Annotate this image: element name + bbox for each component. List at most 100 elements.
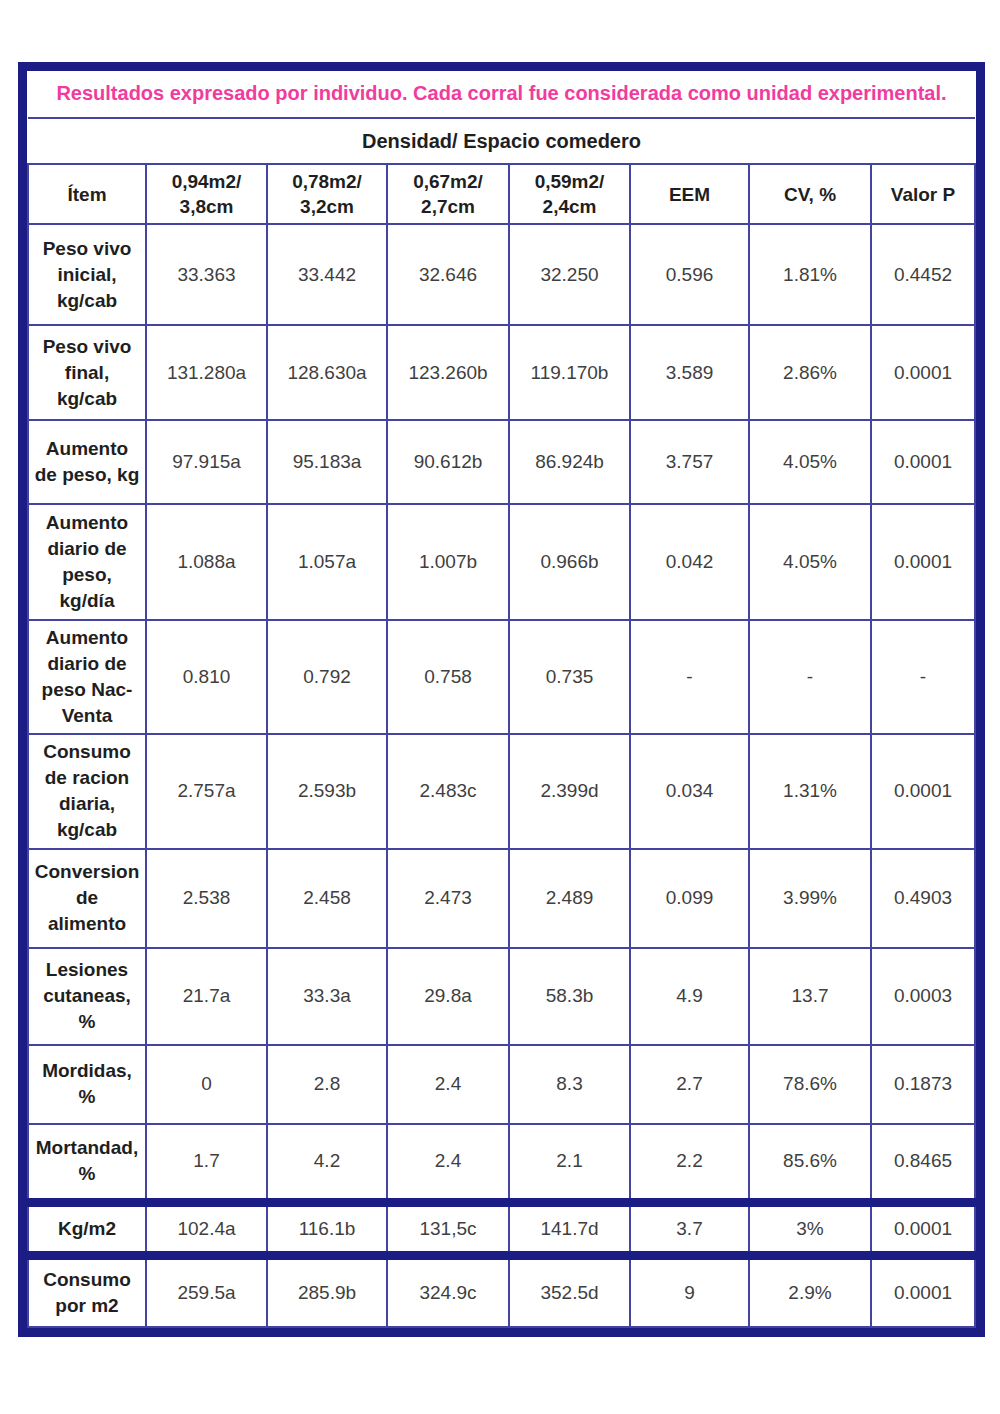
cell-value: 2.1	[509, 1124, 630, 1202]
row-label: Lesiones cutaneas, %	[28, 948, 146, 1044]
column-header: CV, %	[749, 164, 871, 224]
row-label: Mordidas, %	[28, 1045, 146, 1124]
cell-value: 85.6%	[749, 1124, 871, 1202]
row-label: Aumento diario de peso Nac- Venta	[28, 620, 146, 734]
table-row: Mortandad, %1.74.22.42.12.285.6%0.8465	[28, 1124, 975, 1202]
table-row: Aumento diario de peso Nac- Venta0.8100.…	[28, 620, 975, 734]
cell-value: 2.483c	[387, 734, 509, 849]
cell-value: 8.3	[509, 1045, 630, 1124]
cell-value: 78.6%	[749, 1045, 871, 1124]
cell-value: 119.170b	[509, 325, 630, 420]
cell-value: 2.489	[509, 849, 630, 949]
cell-value: 0.099	[630, 849, 749, 949]
column-header: Valor P	[871, 164, 975, 224]
cell-value: 0.792	[267, 620, 387, 734]
cell-value: 0.034	[630, 734, 749, 849]
cell-value: 128.630a	[267, 325, 387, 420]
cell-value: 0.0001	[871, 734, 975, 849]
cell-value: 116.1b	[267, 1202, 387, 1256]
column-header: EEM	[630, 164, 749, 224]
table-row: Aumento de peso, kg97.915a95.183a90.612b…	[28, 420, 975, 503]
cell-value: 324.9c	[387, 1256, 509, 1327]
table-row: Kg/m2102.4a116.1b131,5c141.7d3.73%0.0001	[28, 1202, 975, 1256]
cell-value: 0.4903	[871, 849, 975, 949]
column-header: 0,94m2/ 3,8cm	[146, 164, 267, 224]
cell-value: -	[749, 620, 871, 734]
cell-value: 285.9b	[267, 1256, 387, 1327]
cell-value: 131.280a	[146, 325, 267, 420]
group-header: Densidad/ Espacio comedero	[28, 118, 975, 165]
row-label: Peso vivo inicial, kg/cab	[28, 224, 146, 325]
row-label: Conversion de alimento	[28, 849, 146, 949]
cell-value: 2.473	[387, 849, 509, 949]
cell-value: 2.593b	[267, 734, 387, 849]
cell-value: 33.363	[146, 224, 267, 325]
column-header: Ítem	[28, 164, 146, 224]
cell-value: 2.8	[267, 1045, 387, 1124]
cell-value: 58.3b	[509, 948, 630, 1044]
cell-value: 2.458	[267, 849, 387, 949]
group-header-row: Densidad/ Espacio comedero	[28, 118, 975, 165]
row-label: Consumo de racion diaria, kg/cab	[28, 734, 146, 849]
row-label: Peso vivo final, kg/cab	[28, 325, 146, 420]
cell-value: 0.0001	[871, 1256, 975, 1327]
title-row: Resultados expresado por individuo. Cada…	[28, 71, 975, 118]
cell-value: 131,5c	[387, 1202, 509, 1256]
cell-value: 0.735	[509, 620, 630, 734]
cell-value: 0.810	[146, 620, 267, 734]
results-table: Resultados expresado por individuo. Cada…	[27, 71, 976, 1328]
column-header: 0,67m2/ 2,7cm	[387, 164, 509, 224]
column-header-row: Ítem0,94m2/ 3,8cm0,78m2/ 3,2cm0,67m2/ 2,…	[28, 164, 975, 224]
cell-value: 4.9	[630, 948, 749, 1044]
cell-value: 0.042	[630, 504, 749, 621]
cell-value: 86.924b	[509, 420, 630, 503]
cell-value: 0.0001	[871, 420, 975, 503]
cell-value: 1.7	[146, 1124, 267, 1202]
cell-value: 2.86%	[749, 325, 871, 420]
cell-value: 0.0003	[871, 948, 975, 1044]
cell-value: -	[871, 620, 975, 734]
cell-value: 9	[630, 1256, 749, 1327]
cell-value: 97.915a	[146, 420, 267, 503]
cell-value: 2.4	[387, 1124, 509, 1202]
cell-value: 141.7d	[509, 1202, 630, 1256]
cell-value: 0.0001	[871, 504, 975, 621]
cell-value: 0.4452	[871, 224, 975, 325]
cell-value: -	[630, 620, 749, 734]
cell-value: 2.4	[387, 1045, 509, 1124]
cell-value: 13.7	[749, 948, 871, 1044]
cell-value: 0.596	[630, 224, 749, 325]
cell-value: 1.088a	[146, 504, 267, 621]
cell-value: 2.2	[630, 1124, 749, 1202]
cell-value: 4.05%	[749, 420, 871, 503]
cell-value: 1.31%	[749, 734, 871, 849]
cell-value: 95.183a	[267, 420, 387, 503]
cell-value: 2.9%	[749, 1256, 871, 1327]
cell-value: 0	[146, 1045, 267, 1124]
cell-value: 1.057a	[267, 504, 387, 621]
table-row: Aumento diario de peso, kg/día1.088a1.05…	[28, 504, 975, 621]
cell-value: 0.0001	[871, 1202, 975, 1256]
row-label: Consumo por m2	[28, 1256, 146, 1327]
table-title: Resultados expresado por individuo. Cada…	[28, 71, 975, 118]
cell-value: 32.646	[387, 224, 509, 325]
cell-value: 29.8a	[387, 948, 509, 1044]
cell-value: 0.966b	[509, 504, 630, 621]
table-row: Peso vivo inicial, kg/cab33.36333.44232.…	[28, 224, 975, 325]
cell-value: 352.5d	[509, 1256, 630, 1327]
table-row: Mordidas, %02.82.48.32.778.6%0.1873	[28, 1045, 975, 1124]
cell-value: 3.589	[630, 325, 749, 420]
row-label: Aumento diario de peso, kg/día	[28, 504, 146, 621]
table-row: Consumo de racion diaria, kg/cab2.757a2.…	[28, 734, 975, 849]
column-header: 0,59m2/ 2,4cm	[509, 164, 630, 224]
column-header: 0,78m2/ 3,2cm	[267, 164, 387, 224]
row-label: Mortandad, %	[28, 1124, 146, 1202]
cell-value: 21.7a	[146, 948, 267, 1044]
cell-value: 1.81%	[749, 224, 871, 325]
table-row: Peso vivo final, kg/cab131.280a128.630a 1…	[28, 325, 975, 420]
cell-value: 0.8465	[871, 1124, 975, 1202]
table-row: Conversion de alimento2.5382.4582.4732.4…	[28, 849, 975, 949]
cell-value: 102.4a	[146, 1202, 267, 1256]
cell-value: 33.442	[267, 224, 387, 325]
cell-value: 2.538	[146, 849, 267, 949]
